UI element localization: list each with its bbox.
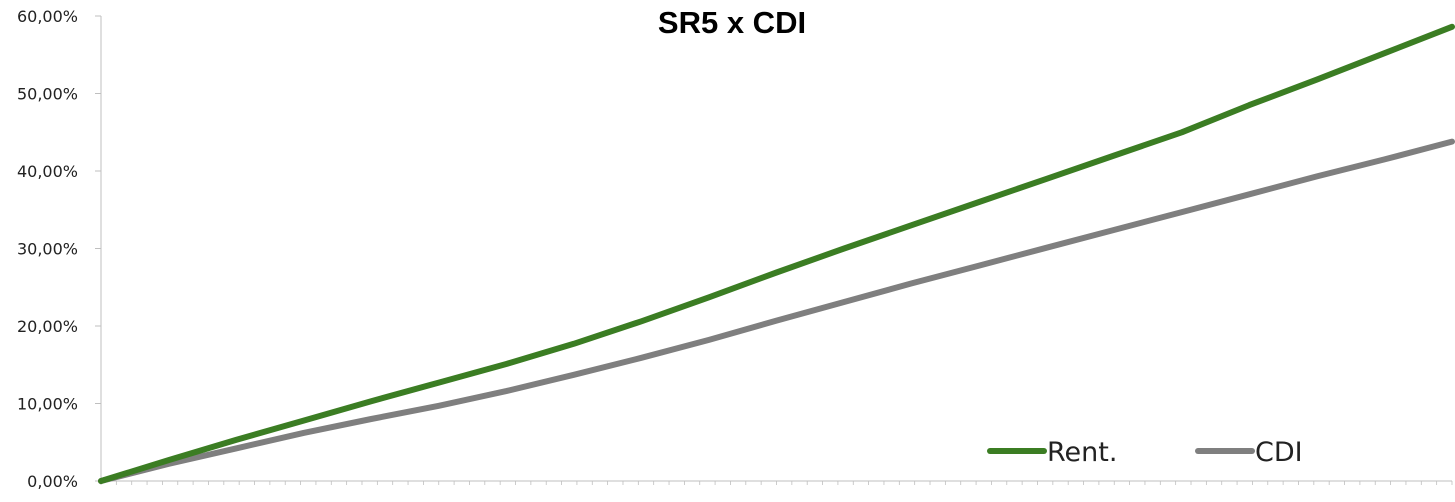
series-line-rent xyxy=(98,23,1455,484)
chart-legend: Rent. CDI xyxy=(987,437,1303,468)
y-tick-label: 40,00% xyxy=(17,162,78,181)
y-tick-label: 50,00% xyxy=(17,85,78,104)
y-tick-label: 10,00% xyxy=(17,395,78,414)
series-line-cdi xyxy=(98,138,1455,484)
legend-label-rent: Rent. xyxy=(1047,437,1117,468)
series-lines xyxy=(98,23,1455,484)
x-axis-ticks xyxy=(100,481,1453,485)
y-tick-label: 0,00% xyxy=(27,472,78,491)
y-tick-label: 30,00% xyxy=(17,240,78,259)
y-tick-label: 20,00% xyxy=(17,317,78,336)
y-tick-label: 60,00% xyxy=(17,7,78,26)
y-axis-ticks: 0,00% 10,00% 20,00% 30,00% 40,00% 50,00% 60,00… xyxy=(17,7,101,491)
chart-title: SR5 x CDI xyxy=(658,5,806,40)
legend-label-cdi: CDI xyxy=(1255,437,1303,468)
